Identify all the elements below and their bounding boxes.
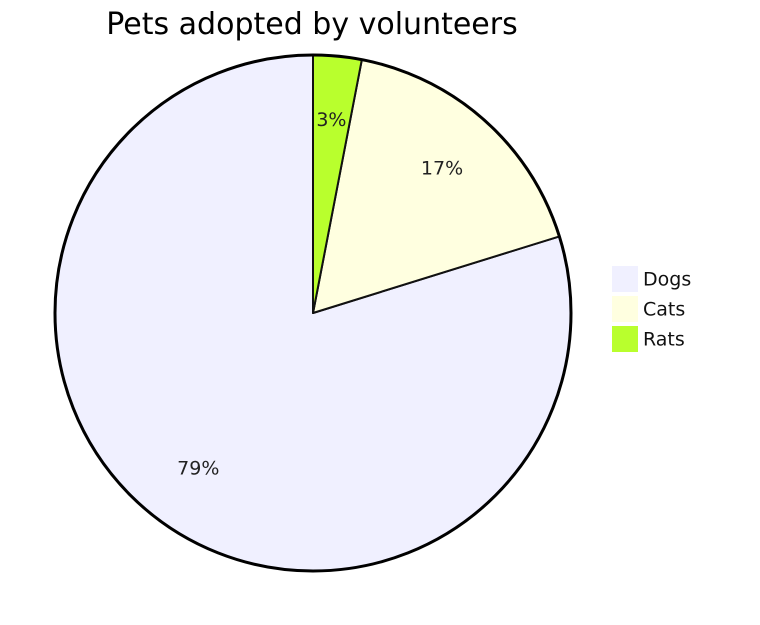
slice-percent-label-cats: 17% — [421, 157, 463, 179]
slice-percent-label-dogs: 79% — [177, 457, 219, 479]
pie-slice-labels: 79% 17% 3% — [177, 109, 463, 479]
slice-percent-label-rats: 3% — [316, 109, 346, 131]
legend-label-cats: Cats — [643, 299, 685, 321]
chart-legend: Dogs Cats Rats — [612, 266, 691, 352]
legend-swatch-rats — [612, 326, 638, 352]
pie-slices — [53, 53, 573, 573]
legend-swatch-dogs — [612, 266, 638, 292]
legend-swatch-cats — [612, 296, 638, 322]
chart-title: Pets adopted by volunteers — [106, 7, 517, 42]
legend-label-rats: Rats — [643, 329, 685, 351]
legend-label-dogs: Dogs — [643, 269, 691, 291]
pie-outline — [53, 53, 573, 573]
